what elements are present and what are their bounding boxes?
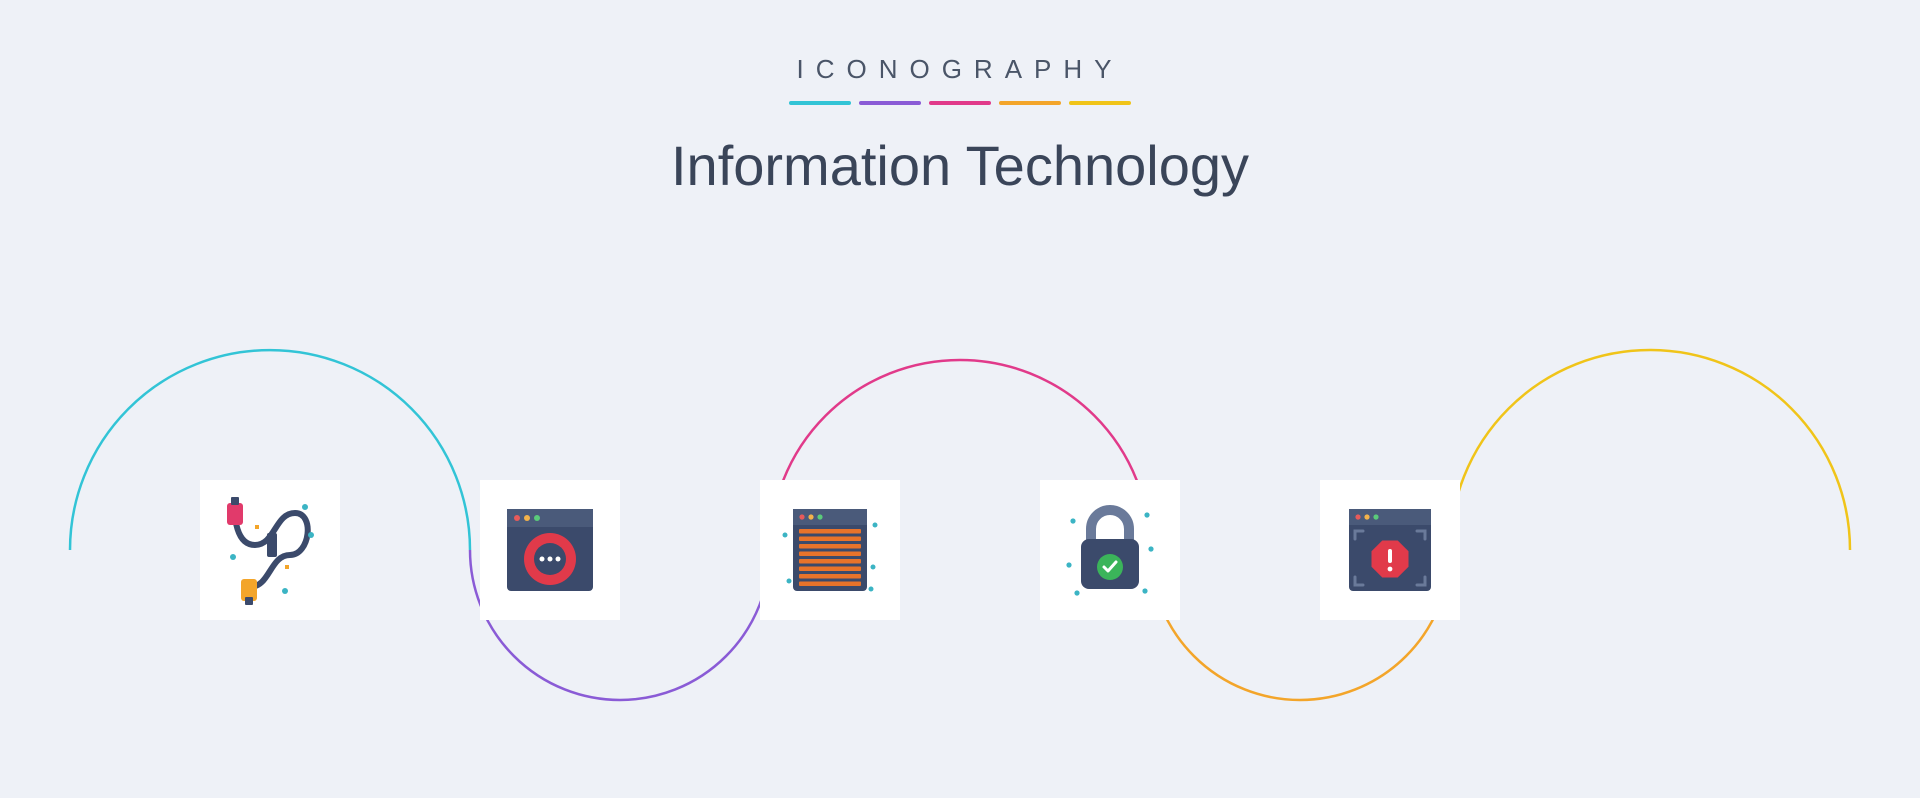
underline-segment (859, 101, 921, 105)
underline-segment (1069, 101, 1131, 105)
icon-card-firewall (480, 480, 620, 620)
icon-card-alert (1320, 480, 1460, 620)
page-title: Information Technology (0, 133, 1920, 198)
icon-card-cable (200, 480, 340, 620)
icon-card-lock (1040, 480, 1180, 620)
browser-alert-icon (1335, 495, 1445, 605)
underline-segment (999, 101, 1061, 105)
underline-segment (929, 101, 991, 105)
infographic-stage (0, 300, 1920, 798)
brand-label: ICONOGRAPHY (0, 54, 1920, 85)
icon-card-server (760, 480, 900, 620)
brand-underline (0, 101, 1920, 105)
cable-connector-icon (215, 495, 325, 605)
secure-lock-icon (1055, 495, 1165, 605)
underline-segment (789, 101, 851, 105)
firewall-block-icon (495, 495, 605, 605)
server-rack-icon (775, 495, 885, 605)
